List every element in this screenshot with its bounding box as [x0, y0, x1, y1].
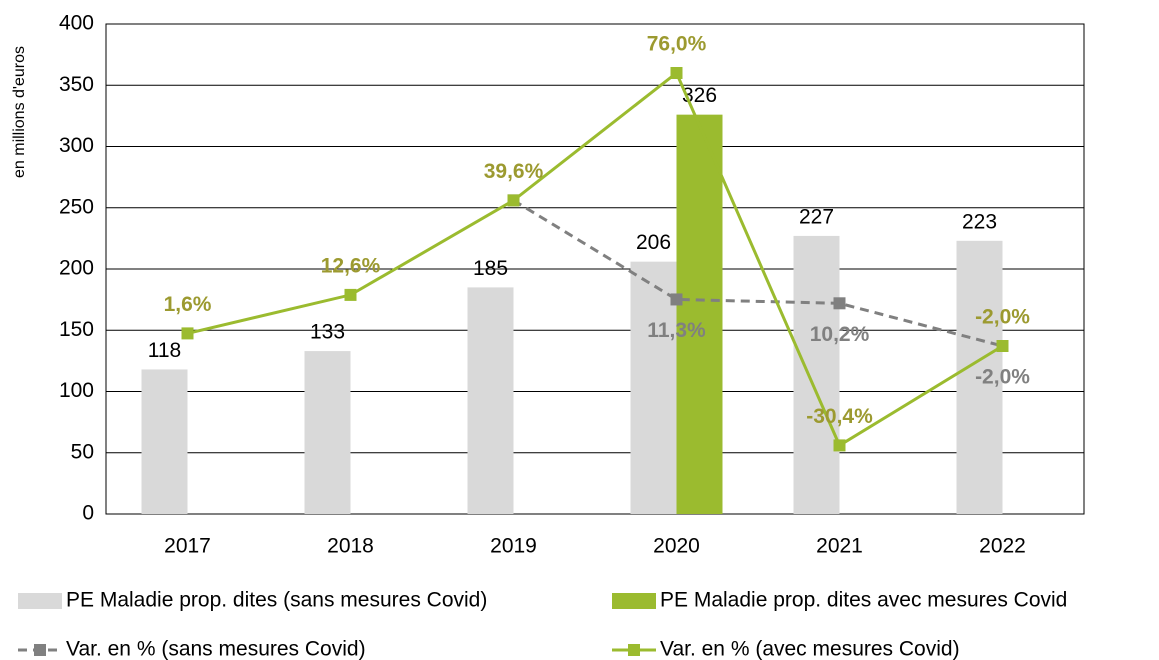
bar-value-label: 227	[799, 205, 834, 228]
line-marker	[833, 439, 846, 452]
bar	[793, 235, 840, 515]
line-value-label: 76,0%	[647, 33, 707, 56]
line-value-label: 1,6%	[164, 293, 212, 316]
line-marker	[507, 194, 520, 207]
y-tick-label: 100	[59, 379, 94, 402]
bar-value-label: 326	[682, 84, 717, 107]
legend-marker	[628, 644, 640, 656]
x-tick-label: 2018	[327, 535, 374, 558]
y-tick-label: 50	[71, 440, 94, 463]
line-marker	[996, 340, 1009, 352]
x-tick-label: 2017	[164, 535, 211, 558]
y-tick-label: 150	[59, 318, 94, 341]
bar	[676, 114, 723, 515]
legend-swatch	[612, 593, 656, 609]
y-tick-label: 400	[59, 12, 94, 35]
bar	[141, 369, 188, 514]
bar	[630, 261, 677, 514]
x-tick-label: 2019	[490, 535, 537, 558]
x-tick-label: 2020	[653, 535, 700, 558]
legend-swatch	[18, 593, 62, 609]
legend-label: PE Maladie prop. dites (sans mesures Cov…	[66, 589, 487, 612]
line-value-label: 11,3%	[647, 319, 706, 342]
line-value-label: 10,2%	[810, 323, 870, 346]
y-tick-label: 250	[59, 195, 94, 218]
plot-border	[105, 23, 1085, 515]
x-tick-label: 2022	[979, 535, 1026, 558]
line-marker	[181, 327, 194, 340]
y-axis-label: en millions d'euros	[11, 46, 28, 178]
line-value-label: 39,6%	[484, 160, 544, 183]
line-marker	[670, 293, 683, 306]
line-value-label: -2,0%	[975, 366, 1030, 389]
line	[187, 70, 1004, 448]
bar-value-label: 133	[310, 321, 345, 344]
legend-label: Var. en % (avec mesures Covid)	[660, 638, 960, 660]
line-marker	[670, 67, 683, 79]
bar-value-label: 185	[473, 257, 508, 280]
line-value-label: -2,0%	[975, 306, 1030, 329]
line-value-label: -30,4%	[806, 405, 873, 428]
y-tick-label: 350	[59, 73, 94, 96]
x-tick-label: 2021	[816, 535, 863, 558]
bar-value-label: 206	[636, 231, 671, 254]
bar	[304, 351, 351, 514]
line	[512, 199, 1003, 348]
y-tick-label: 300	[59, 134, 94, 157]
legend-label: PE Maladie prop. dites avec mesures Covi…	[660, 589, 1067, 612]
bar	[956, 240, 1003, 514]
bar-value-label: 118	[148, 339, 181, 362]
line-marker	[344, 288, 357, 301]
bar-value-label: 223	[962, 210, 997, 233]
y-tick-label: 200	[59, 257, 94, 280]
legend-marker	[34, 644, 46, 656]
bar	[467, 287, 514, 514]
line-marker	[833, 297, 846, 310]
line-value-label: 12,6%	[321, 254, 381, 277]
legend-label: Var. en % (sans mesures Covid)	[66, 638, 366, 660]
y-tick-label: 0	[82, 502, 94, 525]
